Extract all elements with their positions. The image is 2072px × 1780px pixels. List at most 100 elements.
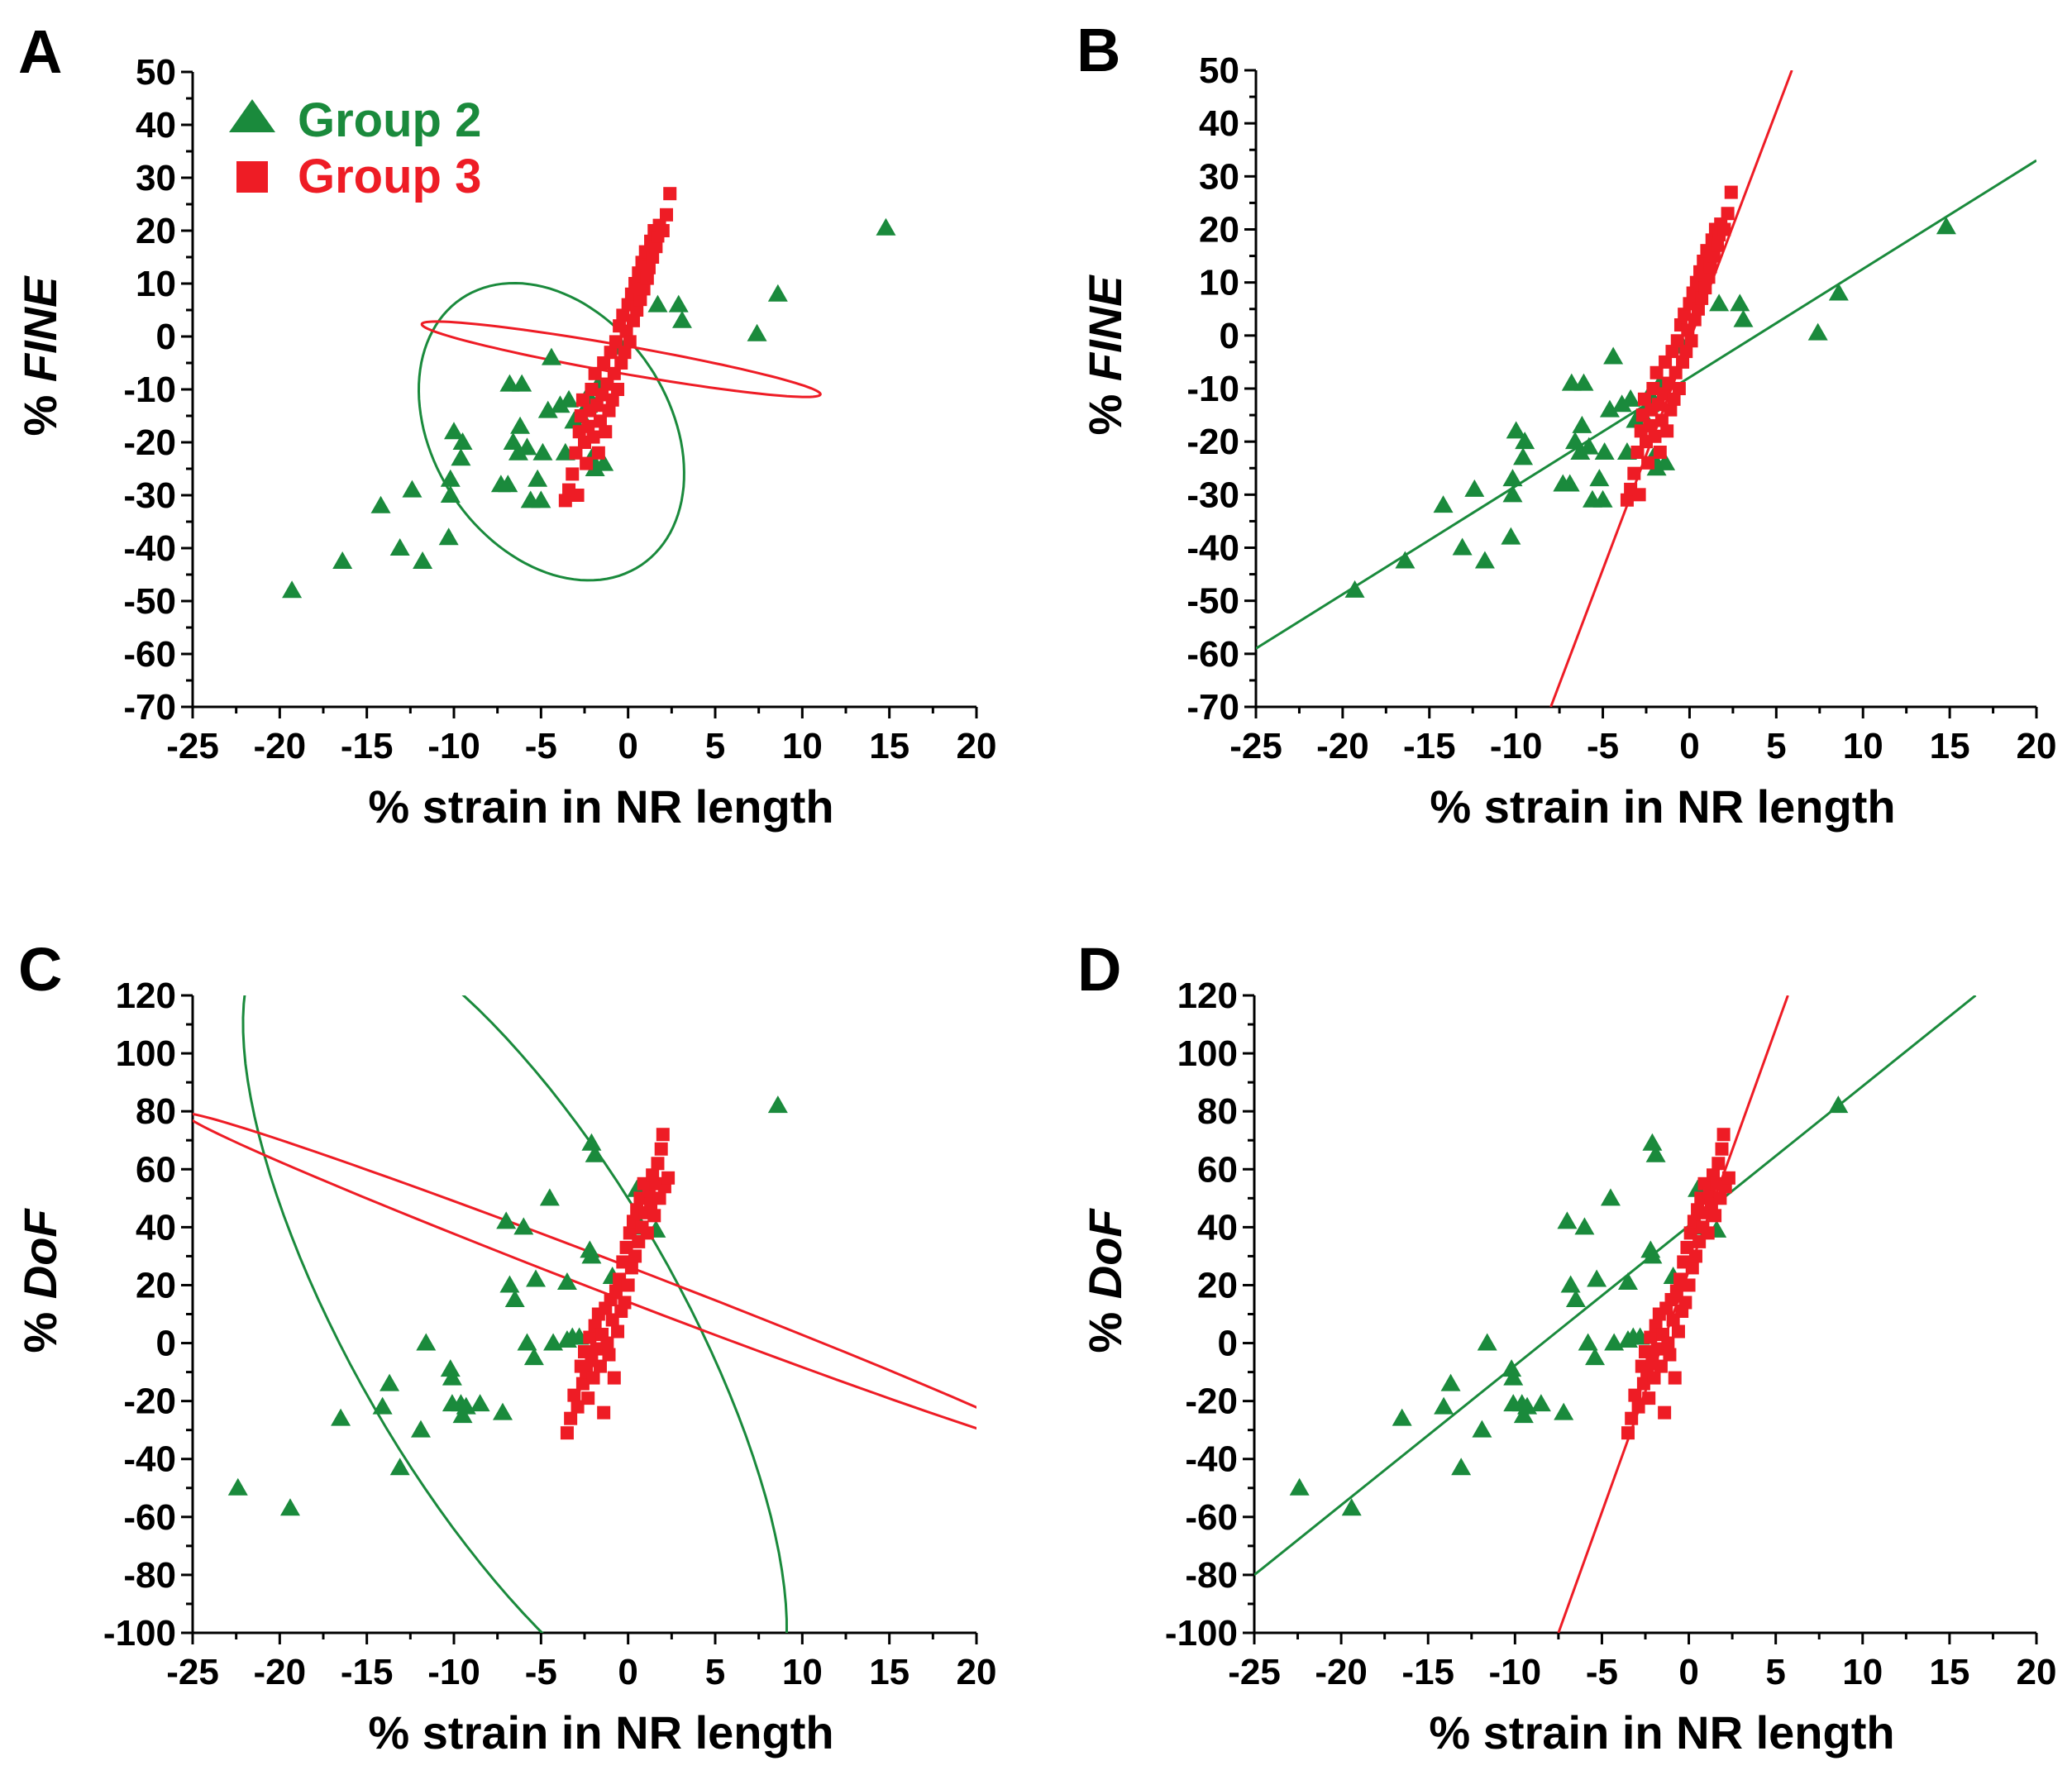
panel-c-point-group2: [492, 1402, 513, 1420]
panel-c-point-group3: [628, 1249, 642, 1263]
panel-d-xtick-label-neg20: -20: [1315, 1652, 1368, 1692]
panel-c-point-group3: [621, 1278, 635, 1292]
panel-b-letter: B: [1077, 16, 1120, 84]
panel-a-point-group3: [607, 366, 621, 380]
panel-b-point-group2: [1621, 389, 1641, 407]
panel-b-point-group2: [1513, 447, 1534, 465]
panel-a-point-group2: [585, 459, 605, 476]
legend-triangle-icon: [229, 99, 275, 132]
panel-d-xtick-label-20: 20: [2017, 1652, 2057, 1692]
panel-d-y-axis-title: % DoF: [1079, 1208, 1131, 1353]
panel-d-xtick-label-10: 10: [1842, 1652, 1883, 1692]
panel-c-ytick-label-120: 120: [116, 976, 176, 1016]
panel-a-point-group3: [597, 356, 611, 370]
panel-b-point-group2: [1506, 421, 1526, 439]
panel-a-xtick-label-neg5: -5: [525, 726, 557, 766]
panel-c-point-group3: [564, 1411, 578, 1425]
panel-b-point-group3: [1632, 488, 1646, 502]
panel-d-xtick-label-0: 0: [1678, 1652, 1698, 1692]
panel-d-point-group2: [1585, 1348, 1606, 1366]
panel-b-ytick-label-neg30: -30: [1186, 475, 1239, 515]
panel-b-point-group3: [1654, 413, 1669, 427]
panel-d: D -25 -20 -15 -10 -5 0 5 10 15 20 120 100 80 60 40 20 0 -2…: [1077, 935, 2056, 1759]
panel-a-ytick-label-neg20: -20: [123, 422, 176, 463]
panel-d-point-group2: [1617, 1272, 1638, 1290]
panel-a-ytick-label-neg40: -40: [123, 528, 176, 569]
panel-c-ytick-label-neg40: -40: [123, 1439, 176, 1480]
panel-b-point-group2: [1730, 293, 1750, 312]
panel-c-xtick-label-neg5: -5: [525, 1652, 557, 1692]
panel-d-point-group2: [1574, 1217, 1595, 1235]
panel-c-xtick-label-neg10: -10: [427, 1652, 480, 1692]
panel-a-point-group2: [668, 294, 689, 313]
legend-label-group2: Group 2: [298, 93, 481, 147]
panel-c-ytick-label-100: 100: [116, 1033, 176, 1074]
panel-a-point-group2: [444, 422, 464, 440]
panel-d-point-group2: [1604, 1333, 1625, 1351]
panel-a-xtick-label-10: 10: [782, 726, 823, 766]
panel-a-point-group3: [626, 313, 640, 327]
panel-d-xtick-label-neg15: -15: [1401, 1652, 1454, 1692]
panel-d-point-group2: [1289, 1477, 1310, 1496]
panel-a-point-group3: [586, 430, 600, 444]
panel-a-point-group3: [640, 271, 654, 285]
panel-c-xtick-label-0: 0: [618, 1652, 637, 1692]
panel-a-ytick-label-0: 0: [156, 317, 176, 357]
panel-a-point-group3: [580, 456, 594, 470]
panel-a-point-group3: [575, 393, 590, 407]
panel-b-y-axis-title: % FINE: [1079, 274, 1131, 436]
panel-a-xtick-label-neg15: -15: [341, 726, 394, 766]
panel-b-point-group2: [1589, 469, 1610, 487]
panel-d-fit-line-group2: [1254, 995, 1977, 1577]
panel-a-ytick-label-50: 50: [136, 52, 176, 93]
panel-a-point-group3: [569, 446, 583, 460]
panel-a-point-group2: [370, 495, 391, 513]
panel-a-xtick-label-neg20: -20: [254, 726, 307, 766]
panel-c-point-group3: [607, 1371, 621, 1385]
panel-d-xtick-label-5: 5: [1765, 1652, 1785, 1692]
panel-d-point-group2: [1557, 1211, 1578, 1229]
panel-a-ytick-label-20: 20: [136, 211, 176, 251]
panel-a-point-group3: [604, 346, 618, 360]
panel-d-point-group3: [1708, 1209, 1722, 1223]
panel-a-point-group3: [646, 251, 660, 264]
panel-d-point-group3: [1621, 1426, 1635, 1440]
panel-c-point-group2: [499, 1275, 520, 1293]
panel-d-point-group2: [1501, 1359, 1522, 1377]
panel-b-xtick-label-neg25: -25: [1229, 726, 1282, 766]
panel-b-ytick-label-0: 0: [1220, 316, 1239, 356]
panel-c-point-group2: [416, 1333, 437, 1351]
panel-c-point-group2: [581, 1133, 602, 1151]
panel-d-point-group3: [1628, 1388, 1642, 1402]
panel-d-ytick-label-100: 100: [1177, 1033, 1238, 1074]
panel-b-point-group2: [1452, 537, 1473, 556]
panel-c-xtick-label-5: 5: [705, 1652, 725, 1692]
panel-d-point-group2: [1587, 1269, 1607, 1287]
panel-b-point-group3: [1660, 424, 1674, 438]
panel-b-point-group2: [1501, 527, 1521, 545]
panel-a-ytick-label-40: 40: [136, 105, 176, 146]
panel-c-ytick-label-60: 60: [136, 1149, 176, 1190]
panel-d-point-group3: [1636, 1377, 1650, 1391]
panel-d-point-group2: [1341, 1498, 1362, 1516]
panel-d-point-group3: [1669, 1284, 1683, 1298]
panel-d-point-group2: [1503, 1367, 1524, 1386]
panel-a-point-group3: [614, 356, 628, 370]
panel-a-point-group3: [611, 383, 625, 396]
panel-b-point-group3: [1656, 387, 1670, 401]
panel-c-ytick-label-80: 80: [136, 1091, 176, 1132]
panel-a-xtick-label-5: 5: [705, 726, 725, 766]
panel-a-ytick-label-30: 30: [136, 158, 176, 198]
panel-a-ytick-label-neg70: -70: [123, 687, 176, 728]
panel-b-ytick-label-neg40: -40: [1186, 528, 1239, 569]
panel-d-xtick-label-neg10: -10: [1489, 1652, 1542, 1692]
panel-b-point-group3: [1707, 249, 1721, 263]
panel-b-xtick-label-neg15: -15: [1403, 726, 1456, 766]
panel-d-point-group3: [1625, 1411, 1639, 1425]
panel-c-point-group2: [470, 1394, 490, 1412]
panel-a-point-group3: [588, 366, 602, 380]
panel-a: A-25 -20 -15 -10 -5 0 5 10 15 2050403020100-10-20…: [14, 17, 996, 833]
legend-square-icon: [236, 161, 268, 193]
panel-b-ytick-label-neg10: -10: [1186, 369, 1239, 409]
